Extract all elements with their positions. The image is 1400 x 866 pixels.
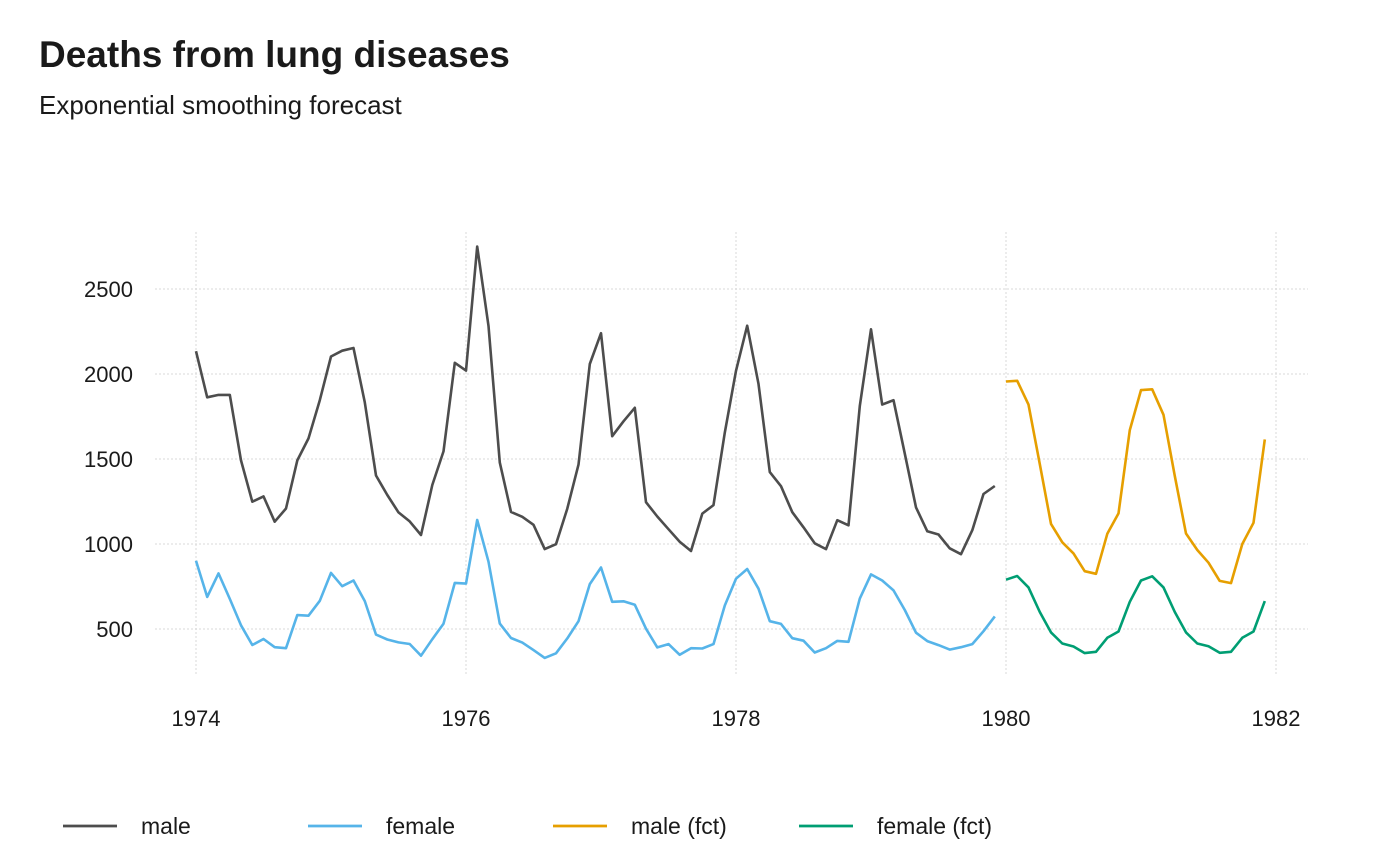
series-line-male-fct — [1005, 379, 1267, 585]
y-tick-label: 2500 — [84, 277, 133, 302]
grid-lines — [155, 232, 1308, 675]
series-line-female-fct — [1005, 574, 1267, 655]
legend: male female male (fct) female (fct) — [63, 813, 992, 839]
series-lines — [194, 245, 1267, 660]
legend-label: male (fct) — [631, 813, 727, 839]
series-line-male — [194, 245, 996, 556]
chart-subtitle: Exponential smoothing forecast — [39, 90, 402, 120]
x-tick-label: 1976 — [442, 706, 491, 731]
y-tick-label: 1000 — [84, 532, 133, 557]
legend-label: male — [141, 813, 191, 839]
y-tick-label: 1500 — [84, 447, 133, 472]
chart-title: Deaths from lung diseases — [39, 34, 510, 75]
series-line-female — [194, 518, 996, 660]
x-tick-label: 1982 — [1252, 706, 1301, 731]
axis-tick-labels: 500 1000 1500 2000 2500 1974 1976 1978 1980 1982 — [84, 277, 1300, 731]
x-tick-label: 1978 — [712, 706, 761, 731]
legend-label: female — [386, 813, 455, 839]
y-tick-label: 500 — [96, 617, 133, 642]
x-tick-label: 1980 — [982, 706, 1031, 731]
y-tick-label: 2000 — [84, 362, 133, 387]
x-tick-label: 1974 — [172, 706, 221, 731]
legend-label: female (fct) — [877, 813, 992, 839]
